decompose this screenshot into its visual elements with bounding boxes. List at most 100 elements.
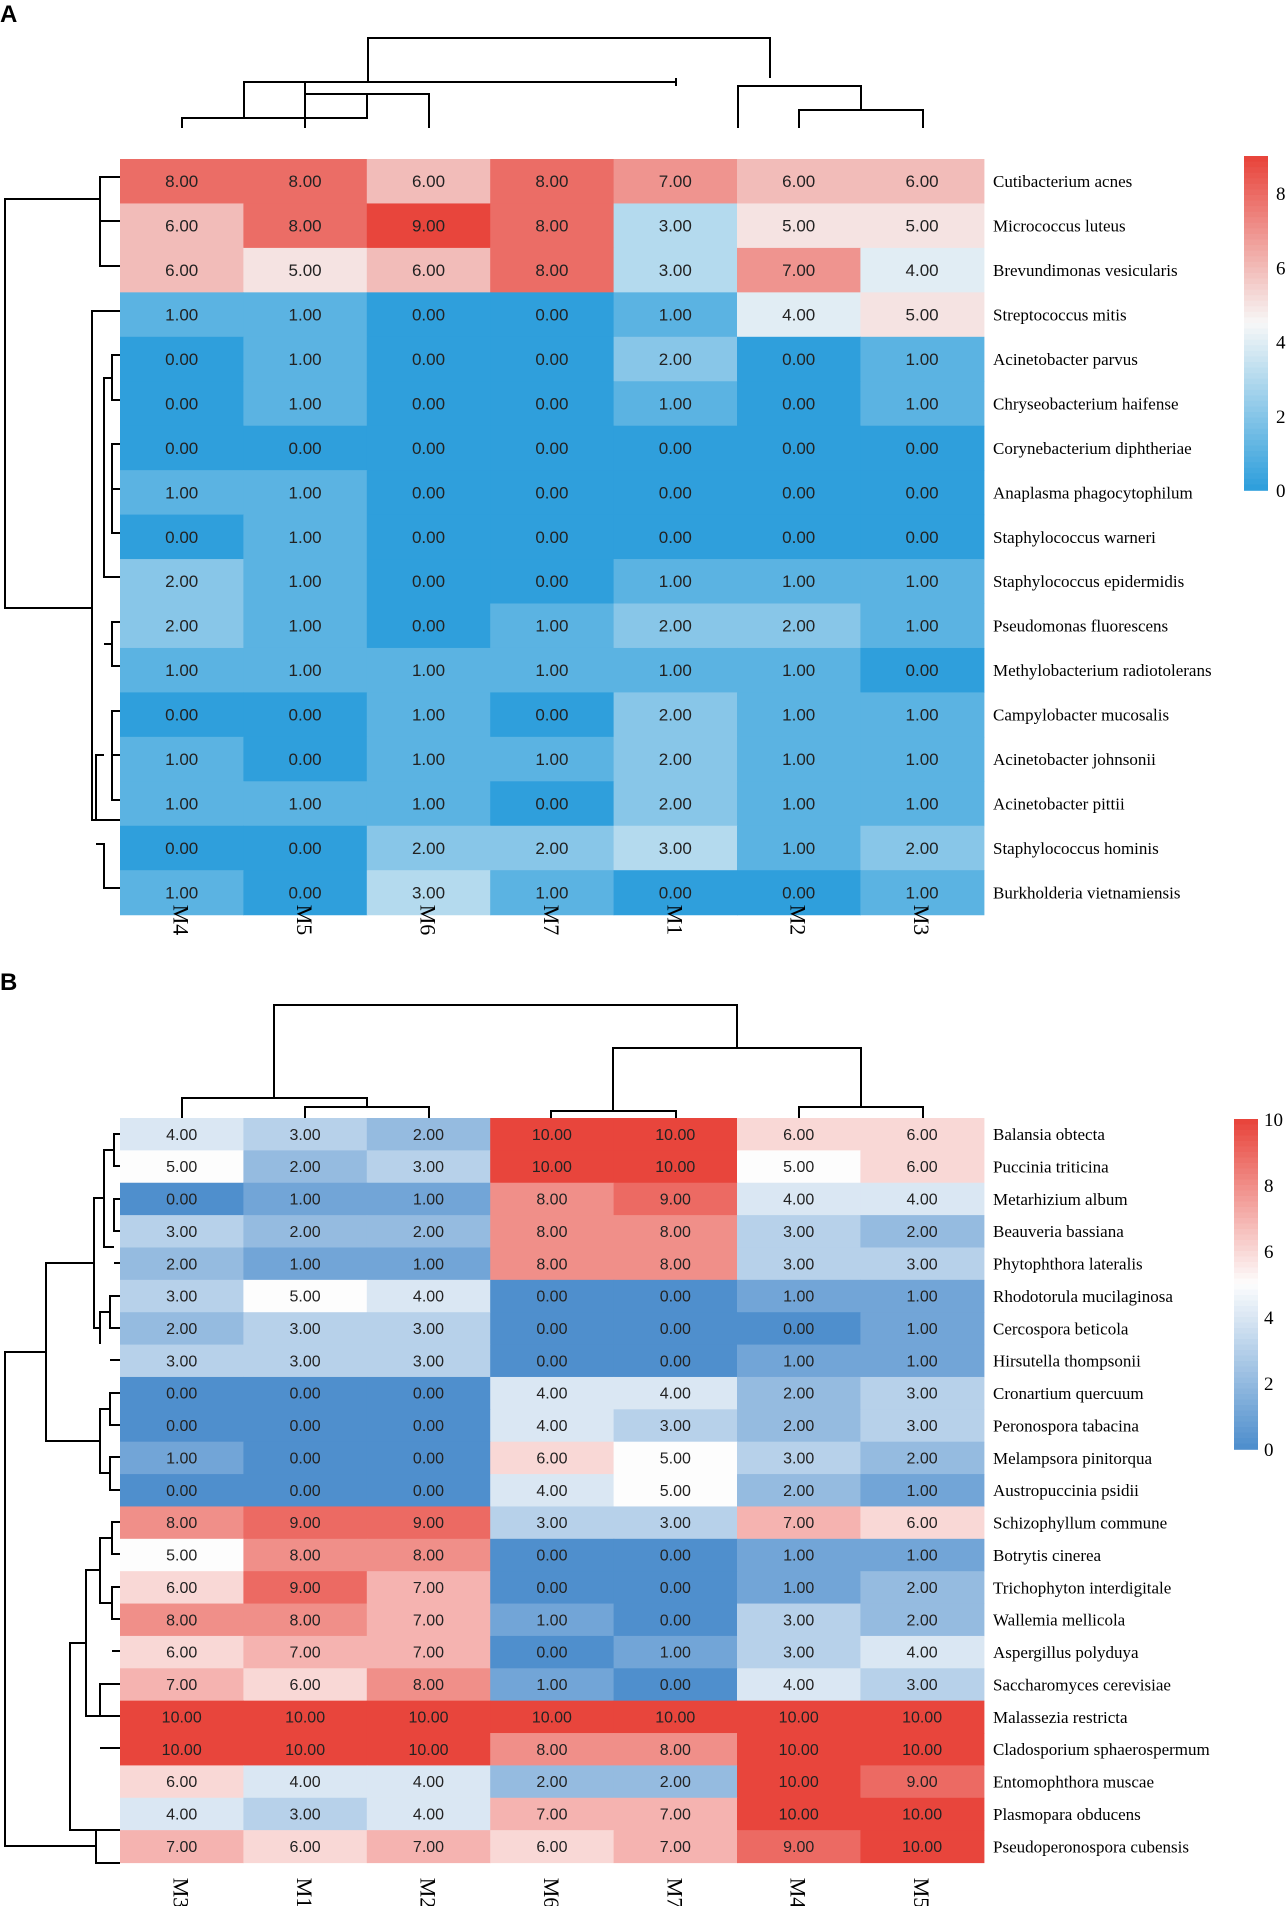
cell-value-label: 1.00 — [289, 661, 322, 680]
panel-b-column-dendrogram — [181, 1004, 924, 1119]
colorbar-segment — [1234, 1218, 1258, 1225]
cell-value-label: 1.00 — [659, 394, 692, 413]
heatmap-cell — [366, 1247, 491, 1281]
heatmap-cell — [490, 1247, 615, 1281]
heatmap-cell — [613, 1344, 738, 1378]
colorbar-segment — [1234, 1267, 1258, 1274]
heatmap-cell — [613, 1603, 738, 1637]
heatmap-cell — [243, 1312, 368, 1346]
cell-value-label: 1.00 — [413, 1192, 444, 1209]
heatmap-cell — [737, 1441, 861, 1475]
cell-value-label: 0.00 — [536, 1321, 567, 1338]
heatmap-cell — [860, 1571, 985, 1605]
heatmap-cell — [243, 336, 368, 382]
cell-value-label: 1.00 — [412, 661, 445, 680]
heatmap-cell — [613, 736, 738, 782]
cell-value-label: 1.00 — [535, 617, 568, 636]
heatmap-cell — [860, 1215, 985, 1249]
colorbar-segment — [1234, 1361, 1258, 1368]
panel-b-row-dendrogram — [4, 1133, 120, 1864]
colorbar-segment — [1234, 1416, 1258, 1423]
colorbar-segment — [1244, 467, 1268, 475]
heatmap-cell — [737, 336, 861, 382]
heatmap-cell — [613, 559, 738, 605]
cell-value-label: 8.00 — [660, 1742, 691, 1759]
heatmap-cell — [737, 1797, 861, 1831]
heatmap-cell — [613, 692, 738, 738]
cell-value-label: 1.00 — [412, 794, 445, 813]
heatmap-cell — [366, 1506, 491, 1540]
heatmap-cell — [243, 1668, 368, 1702]
cell-value-label: 8.00 — [413, 1548, 444, 1565]
heatmap-cell — [243, 825, 368, 871]
heatmap-cell — [613, 425, 738, 471]
cell-value-label: 0.00 — [906, 661, 939, 680]
colorbar-segment — [1244, 439, 1268, 447]
colorbar-segment — [1244, 295, 1268, 302]
heatmap-cell — [860, 1668, 985, 1702]
heatmap-cell — [120, 1182, 244, 1216]
colorbar-segment — [1244, 306, 1268, 313]
colorbar-segment — [1234, 1427, 1258, 1434]
heatmap-cell — [366, 514, 491, 560]
cell-value-label: 6.00 — [907, 1515, 938, 1532]
row-label: Pseudomonas fluorescens — [993, 617, 1168, 636]
heatmap-cell — [613, 825, 738, 871]
heatmap-cell — [490, 1409, 615, 1443]
cell-value-label: 7.00 — [782, 261, 815, 280]
heatmap-cell — [860, 736, 985, 782]
colorbar-segment — [1234, 1306, 1258, 1313]
heatmap-cell — [243, 1571, 368, 1605]
heatmap-cell — [490, 1215, 615, 1249]
cell-value-label: 0.00 — [289, 883, 322, 902]
heatmap-cell — [490, 1765, 615, 1799]
colorbar-segment — [1244, 228, 1268, 235]
cell-value-label: 3.00 — [290, 1321, 321, 1338]
cell-value-label: 7.00 — [290, 1645, 321, 1662]
heatmap-cell — [860, 559, 985, 605]
cell-value-label: 2.00 — [907, 1580, 938, 1597]
colorbar-segment — [1234, 1251, 1258, 1258]
heatmap-cell — [243, 1765, 368, 1799]
heatmap-cell — [120, 470, 244, 516]
row-label: Campylobacter mucosalis — [993, 706, 1169, 725]
cell-value-label: 6.00 — [166, 1774, 197, 1791]
cell-value-label: 2.00 — [536, 1774, 567, 1791]
cell-value-label: 0.00 — [535, 306, 568, 325]
heatmap-cell — [737, 781, 861, 827]
cell-value-label: 0.00 — [413, 1386, 444, 1403]
heatmap-cell — [737, 1215, 861, 1249]
heatmap-cell — [490, 1635, 615, 1669]
colorbar-segment — [1244, 284, 1268, 291]
cell-value-label: 3.00 — [412, 883, 445, 902]
heatmap-cell — [366, 1700, 491, 1734]
cell-value-label: 5.00 — [660, 1450, 691, 1467]
heatmap-cell — [243, 425, 368, 471]
column-label: M6 — [416, 905, 441, 936]
colorbar-segment — [1234, 1273, 1258, 1280]
heatmap-cell — [613, 159, 738, 205]
cell-value-label: 3.00 — [413, 1321, 444, 1338]
cell-value-label: 1.00 — [289, 306, 322, 325]
heatmap-cell — [120, 1344, 244, 1378]
heatmap-cell — [243, 1635, 368, 1669]
panel-a-row-labels: Cutibacterium acnes Micrococcus luteus Bre… — [993, 172, 1212, 902]
heatmap-cell — [613, 1150, 738, 1184]
cell-value-label: 1.00 — [165, 794, 198, 813]
heatmap-cell — [243, 1182, 368, 1216]
heatmap-cell — [860, 781, 985, 827]
heatmap-cell — [860, 292, 985, 338]
heatmap-cell — [860, 247, 985, 293]
cell-value-label: 2.00 — [783, 1386, 814, 1403]
colorbar-segment — [1244, 167, 1268, 174]
cell-value-label: 8.00 — [660, 1224, 691, 1241]
cell-value-label: 0.00 — [412, 439, 445, 458]
cell-value-label: 10.00 — [285, 1742, 325, 1759]
row-label: Entomophthora muscae — [993, 1773, 1154, 1792]
cell-value-label: 2.00 — [907, 1224, 938, 1241]
heatmap-cell — [243, 736, 368, 782]
colorbar-segment — [1234, 1141, 1258, 1148]
heatmap-cell — [613, 1474, 738, 1508]
heatmap-cell — [737, 1474, 861, 1508]
heatmap-cell — [243, 1247, 368, 1281]
